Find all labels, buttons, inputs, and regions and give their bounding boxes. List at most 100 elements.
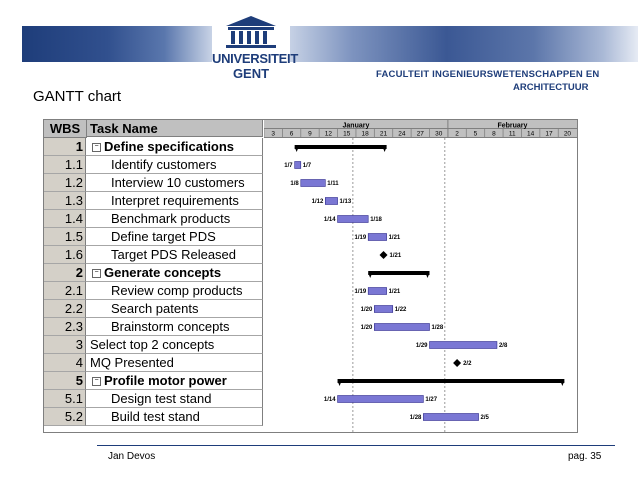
summary-bar-cap xyxy=(337,381,342,386)
table-row: 2− Generate concepts xyxy=(44,264,263,282)
tick-label: 12 xyxy=(325,131,333,138)
task-name-text: Build test stand xyxy=(111,409,200,424)
task-name-text: Interpret requirements xyxy=(111,193,239,208)
task-start-label: 1/20 xyxy=(361,307,373,313)
task-name-cell: Interview 10 customers xyxy=(86,174,263,192)
task-name-text: Identify customers xyxy=(111,157,217,172)
tick-label: 5 xyxy=(474,131,478,138)
wbs-cell: 2.2 xyxy=(44,300,86,318)
task-bar xyxy=(374,305,394,313)
table-row: 1.3 Interpret requirements xyxy=(44,192,263,210)
tick-label: 2 xyxy=(455,131,459,138)
wbs-cell: 2.3 xyxy=(44,318,86,336)
header-banner: UNIVERSITEIT GENT FACULTEIT INGENIEURSWE… xyxy=(0,0,638,108)
column-header-wbs: WBS xyxy=(44,120,87,138)
task-name-text: Define target PDS xyxy=(111,229,216,244)
tick-label: 20 xyxy=(564,131,572,138)
task-bar xyxy=(423,413,479,421)
task-end-label: 1/21 xyxy=(389,235,401,241)
task-name-text: Profile motor power xyxy=(104,373,227,388)
tick-label: 3 xyxy=(271,131,275,138)
task-start-label: 1/20 xyxy=(361,325,373,331)
timeline-chart: January February 3 6 9 12 15 18 21 24 27 30 2 5 8 11 14 1… xyxy=(264,120,577,432)
task-start-label: 1/19 xyxy=(355,235,367,241)
task-end-label: 1/28 xyxy=(432,325,444,331)
summary-bar-cap xyxy=(368,273,373,278)
table-row: 1.1 Identify customers xyxy=(44,156,263,174)
faculty-name-line2: ARCHITECTUUR xyxy=(513,82,589,93)
university-logo: UNIVERSITEIT GENT xyxy=(212,14,298,94)
task-end-label: 1/22 xyxy=(395,307,407,313)
tick-label: 6 xyxy=(290,131,294,138)
wbs-cell: 1.2 xyxy=(44,174,86,192)
milestone-diamond xyxy=(379,251,388,259)
task-start-label: 1/28 xyxy=(410,415,422,421)
summary-bar-cap xyxy=(560,381,565,386)
task-name-text: Design test stand xyxy=(111,391,212,406)
task-name-cell: − Profile motor power xyxy=(86,372,263,390)
task-name-cell: Review comp products xyxy=(86,282,263,300)
task-name-text: Review comp products xyxy=(111,283,243,298)
task-start-label: 1/12 xyxy=(312,199,324,205)
table-row: 1.5 Define target PDS xyxy=(44,228,263,246)
wbs-cell: 5.1 xyxy=(44,390,86,408)
task-name-text: Benchmark products xyxy=(111,211,231,226)
wbs-cell: 1 xyxy=(44,138,86,156)
footer-page-number: pag. 35 xyxy=(568,451,602,462)
table-row: 1.2 Interview 10 customers xyxy=(44,174,263,192)
task-name-text: Interview 10 customers xyxy=(111,175,245,190)
tick-label: 27 xyxy=(417,131,425,138)
task-bar xyxy=(294,161,302,169)
summary-bar-cap xyxy=(382,147,387,152)
task-end-label: 1/7 xyxy=(303,163,312,169)
task-name-cell: Build test stand xyxy=(86,408,263,426)
table-row: 2.3 Brainstorm concepts xyxy=(44,318,263,336)
banner-photo-left xyxy=(22,26,212,62)
task-end-label: 1/11 xyxy=(327,181,339,187)
table-row: 2.1 Review comp products xyxy=(44,282,263,300)
task-name-text: Define specifications xyxy=(104,139,235,154)
collapse-toggle-icon[interactable]: − xyxy=(92,143,101,153)
tick-label: 14 xyxy=(527,131,535,138)
task-name-cell: Brainstorm concepts xyxy=(86,318,263,336)
task-bar xyxy=(367,233,387,241)
faculty-name-line1: FACULTEIT INGENIEURSWETENSCHAPPEN EN xyxy=(376,69,600,80)
task-start-label: 1/29 xyxy=(416,343,428,349)
timeline-svg: January February 3 6 9 12 15 18 21 24 27 30 2 5 8 11 14 1… xyxy=(264,120,577,432)
tick-label: 24 xyxy=(398,131,406,138)
task-name-text: Select top 2 concepts xyxy=(90,337,215,352)
task-name-text: Brainstorm concepts xyxy=(111,319,230,334)
task-table: WBS Task Name 1− Define specifications 1.1… xyxy=(44,120,263,432)
month-label: January xyxy=(343,123,370,130)
task-name-cell: Design test stand xyxy=(86,390,263,408)
footer-author: Jan Devos xyxy=(108,451,156,462)
wbs-cell: 1.1 xyxy=(44,156,86,174)
tick-label: 9 xyxy=(308,131,312,138)
tick-label: 30 xyxy=(435,131,443,138)
table-row: 3 Select top 2 concepts xyxy=(44,336,263,354)
tick-label: 17 xyxy=(545,131,553,138)
task-end-label: 2/5 xyxy=(481,415,490,421)
task-name-text: Generate concepts xyxy=(104,265,222,280)
university-name-line2: GENT xyxy=(232,66,270,81)
tick-label: 21 xyxy=(380,131,388,138)
task-bar xyxy=(429,341,498,349)
task-name-cell: Define target PDS xyxy=(86,228,263,246)
wbs-cell: 2.1 xyxy=(44,282,86,300)
task-end-label: 1/21 xyxy=(389,289,401,295)
task-start-label: 1/8 xyxy=(290,181,299,187)
collapse-toggle-icon[interactable]: − xyxy=(92,269,101,279)
table-row: 4 MQ Presented xyxy=(44,354,263,372)
task-end-label: 1/13 xyxy=(340,199,352,205)
task-name-cell: MQ Presented xyxy=(86,354,263,372)
collapse-toggle-icon[interactable]: − xyxy=(92,377,101,387)
task-name-cell: − Define specifications xyxy=(86,138,263,156)
task-name-cell: Interpret requirements xyxy=(86,192,263,210)
tick-label: 11 xyxy=(509,131,516,138)
task-name-cell: Select top 2 concepts xyxy=(86,336,263,354)
summary-bar xyxy=(294,145,387,149)
task-bar xyxy=(337,215,369,223)
footer-divider xyxy=(97,445,615,446)
task-name-text: MQ Presented xyxy=(90,355,174,370)
wbs-cell: 1.6 xyxy=(44,246,86,264)
